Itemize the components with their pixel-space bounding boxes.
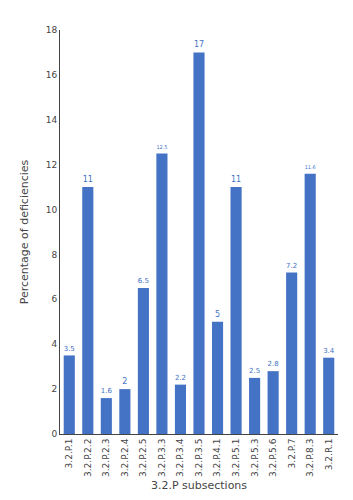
svg-text:7.2: 7.2: [286, 262, 297, 270]
svg-text:3.2.P.5.1: 3.2.P.5.1: [231, 439, 241, 477]
svg-text:2.5: 2.5: [249, 367, 260, 375]
svg-text:3.2.R.1: 3.2.R.1: [324, 439, 334, 471]
svg-text:1.6: 1.6: [101, 387, 112, 395]
svg-text:12.5: 12.5: [156, 144, 167, 150]
svg-text:2: 2: [51, 384, 57, 394]
svg-text:3.2.P subsections: 3.2.P subsections: [151, 479, 247, 492]
svg-text:6.5: 6.5: [138, 277, 149, 285]
svg-text:4: 4: [51, 339, 57, 349]
svg-text:11: 11: [231, 175, 241, 184]
svg-text:3.2.P.1: 3.2.P.1: [64, 439, 74, 469]
svg-text:12: 12: [46, 160, 57, 170]
svg-text:3.2.P.4.1: 3.2.P.4.1: [212, 439, 222, 477]
svg-text:3.2.P.8.3: 3.2.P.8.3: [305, 439, 315, 477]
svg-text:11.6: 11.6: [305, 164, 316, 170]
svg-text:6: 6: [51, 294, 57, 304]
svg-text:2.8: 2.8: [268, 360, 279, 368]
svg-text:3.2.P.3.5: 3.2.P.3.5: [194, 439, 204, 477]
svg-text:2.2: 2.2: [175, 374, 186, 382]
svg-text:3.2.P.3.3: 3.2.P.3.3: [157, 439, 167, 477]
svg-text:16: 16: [46, 70, 58, 80]
svg-text:5: 5: [215, 310, 220, 319]
svg-text:3.5: 3.5: [64, 345, 75, 353]
svg-text:Percentage of deficiencies: Percentage of deficiencies: [18, 159, 31, 304]
svg-text:3.2.P.2.4: 3.2.P.2.4: [120, 438, 130, 477]
svg-text:17: 17: [194, 40, 204, 49]
svg-text:18: 18: [46, 25, 58, 35]
svg-text:8: 8: [51, 250, 57, 260]
svg-text:3.4: 3.4: [323, 347, 335, 355]
svg-text:3.2.P.5.6: 3.2.P.5.6: [268, 438, 278, 477]
svg-text:0: 0: [51, 429, 57, 439]
svg-text:10: 10: [46, 205, 58, 215]
svg-text:3.2.P.5.3: 3.2.P.5.3: [250, 439, 260, 477]
svg-text:3.2.P.2.5: 3.2.P.2.5: [138, 439, 148, 477]
svg-text:3.2.P.2.2: 3.2.P.2.2: [83, 439, 93, 477]
svg-text:3.2.P.7: 3.2.P.7: [287, 439, 297, 469]
svg-text:14: 14: [46, 115, 58, 125]
svg-text:2: 2: [122, 377, 127, 386]
svg-text:3.2.P.2.3: 3.2.P.2.3: [101, 439, 111, 477]
svg-text:11: 11: [83, 175, 93, 184]
svg-text:3.2.P.3.4: 3.2.P.3.4: [175, 438, 185, 477]
